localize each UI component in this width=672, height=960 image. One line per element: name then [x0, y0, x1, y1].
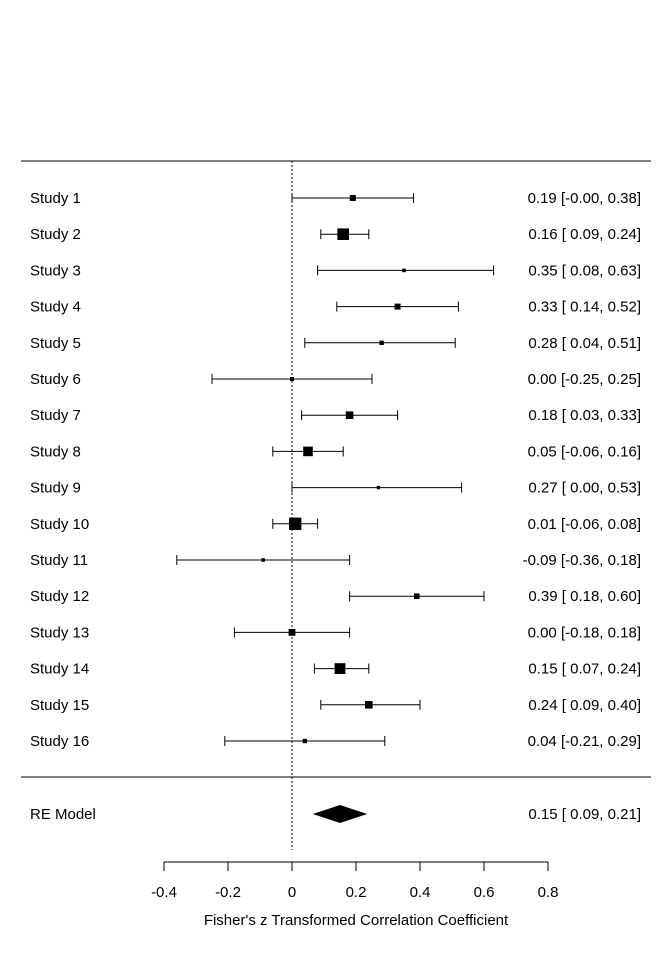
- study-label: Study 11: [30, 552, 88, 569]
- estimate-ci-text: 0.00 [-0.18, 0.18]: [528, 624, 641, 641]
- estimate-ci-text: 0.27 [ 0.00, 0.53]: [528, 480, 641, 497]
- estimate-ci-text: 0.19 [-0.00, 0.38]: [528, 190, 641, 207]
- estimate-ci-text: 0.18 [ 0.03, 0.33]: [528, 407, 641, 424]
- summary-label: RE Model: [30, 806, 96, 823]
- study-label: Study 14: [30, 661, 89, 678]
- study-label: Study 6: [30, 371, 81, 388]
- estimate-square: [261, 558, 265, 562]
- study-row: Study 1 0.19 [-0.00, 0.38]: [30, 190, 641, 207]
- study-row: Study 13 0.00 [-0.18, 0.18]: [30, 624, 641, 641]
- study-label: Study 8: [30, 443, 81, 460]
- estimate-ci-text: 0.01 [-0.06, 0.08]: [528, 516, 641, 533]
- summary-row: RE Model 0.15 [ 0.09, 0.21]: [30, 805, 641, 823]
- study-label: Study 16: [30, 733, 89, 750]
- study-label: Study 4: [30, 299, 81, 316]
- study-row: Study 3 0.35 [ 0.08, 0.63]: [30, 262, 641, 279]
- estimate-square: [379, 340, 384, 345]
- study-row: Study 2 0.16 [ 0.09, 0.24]: [30, 226, 641, 243]
- study-label: Study 7: [30, 407, 81, 424]
- estimate-ci-text: 0.16 [ 0.09, 0.24]: [528, 226, 641, 243]
- estimate-square: [302, 738, 307, 744]
- estimate-ci-text: 0.05 [-0.06, 0.16]: [528, 443, 641, 460]
- estimate-square: [365, 701, 373, 709]
- estimate-square: [394, 303, 401, 310]
- estimate-square: [345, 411, 354, 419]
- study-row: Study 11 -0.09 [-0.36, 0.18]: [30, 552, 641, 569]
- x-axis-title: Fisher's z Transformed Correlation Coeff…: [204, 912, 509, 929]
- x-tick-label: 0.6: [474, 884, 495, 901]
- estimate-square: [337, 228, 349, 240]
- study-row: Study 5 0.28 [ 0.04, 0.51]: [30, 335, 641, 352]
- x-tick-label: 0.8: [538, 884, 559, 901]
- x-axis-ticks: -0.4 -0.2 0 0.2 0.4 0.6 0.8: [151, 862, 558, 901]
- study-label: Study 13: [30, 624, 89, 641]
- study-rows: Study 1 0.19 [-0.00, 0.38] Study 2 0.16 [ 0…: [30, 190, 641, 750]
- x-tick-label: 0.4: [410, 884, 431, 901]
- estimate-ci-text: 0.28 [ 0.04, 0.51]: [528, 335, 641, 352]
- x-tick-label: -0.4: [151, 884, 177, 901]
- study-row: Study 12 0.39 [ 0.18, 0.60]: [30, 588, 641, 605]
- estimate-square: [288, 629, 296, 636]
- estimate-square: [349, 195, 356, 201]
- study-label: Study 15: [30, 697, 89, 714]
- x-axis: -0.4 -0.2 0 0.2 0.4 0.6 0.8 Fisher's z Transfo…: [151, 861, 558, 929]
- study-row: Study 6 0.00 [-0.25, 0.25]: [30, 371, 641, 388]
- study-label: Study 5: [30, 335, 81, 352]
- estimate-ci-text: 0.04 [-0.21, 0.29]: [528, 733, 641, 750]
- study-row: Study 10 0.01 [-0.06, 0.08]: [30, 516, 641, 533]
- estimate-square: [414, 593, 420, 599]
- estimate-square: [402, 268, 406, 273]
- study-label: Study 1: [30, 190, 81, 207]
- study-label: Study 3: [30, 262, 81, 279]
- study-row: Study 7 0.18 [ 0.03, 0.33]: [30, 407, 641, 424]
- study-label: Study 12: [30, 588, 89, 605]
- study-row: Study 14 0.15 [ 0.07, 0.24]: [30, 661, 641, 678]
- summary-diamond: [312, 805, 368, 823]
- estimate-square: [289, 517, 302, 530]
- study-row: Study 8 0.05 [-0.06, 0.16]: [30, 443, 641, 460]
- x-tick-label: -0.2: [215, 884, 241, 901]
- study-label: Study 9: [30, 480, 81, 497]
- study-row: Study 4 0.33 [ 0.14, 0.52]: [30, 299, 641, 316]
- summary-ci-text: 0.15 [ 0.09, 0.21]: [528, 806, 641, 823]
- study-row: Study 9 0.27 [ 0.00, 0.53]: [30, 480, 641, 497]
- x-tick-label: 0.2: [346, 884, 367, 901]
- study-row: Study 15 0.24 [ 0.09, 0.40]: [30, 697, 641, 714]
- estimate-ci-text: 0.00 [-0.25, 0.25]: [528, 371, 641, 388]
- study-label: Study 10: [30, 516, 89, 533]
- study-row: Study 16 0.04 [-0.21, 0.29]: [30, 733, 641, 750]
- estimate-ci-text: 0.15 [ 0.07, 0.24]: [528, 661, 641, 678]
- estimate-ci-text: 0.33 [ 0.14, 0.52]: [528, 299, 641, 316]
- study-label: Study 2: [30, 226, 81, 243]
- estimate-square: [290, 377, 294, 381]
- estimate-square: [334, 663, 346, 674]
- estimate-ci-text: 0.35 [ 0.08, 0.63]: [528, 262, 641, 279]
- x-tick-label: 0: [288, 884, 296, 901]
- estimate-ci-text: 0.24 [ 0.09, 0.40]: [528, 697, 641, 714]
- estimate-square: [303, 446, 313, 457]
- estimate-ci-text: -0.09 [-0.36, 0.18]: [523, 552, 641, 569]
- estimate-ci-text: 0.39 [ 0.18, 0.60]: [528, 588, 641, 605]
- estimate-square: [376, 485, 381, 490]
